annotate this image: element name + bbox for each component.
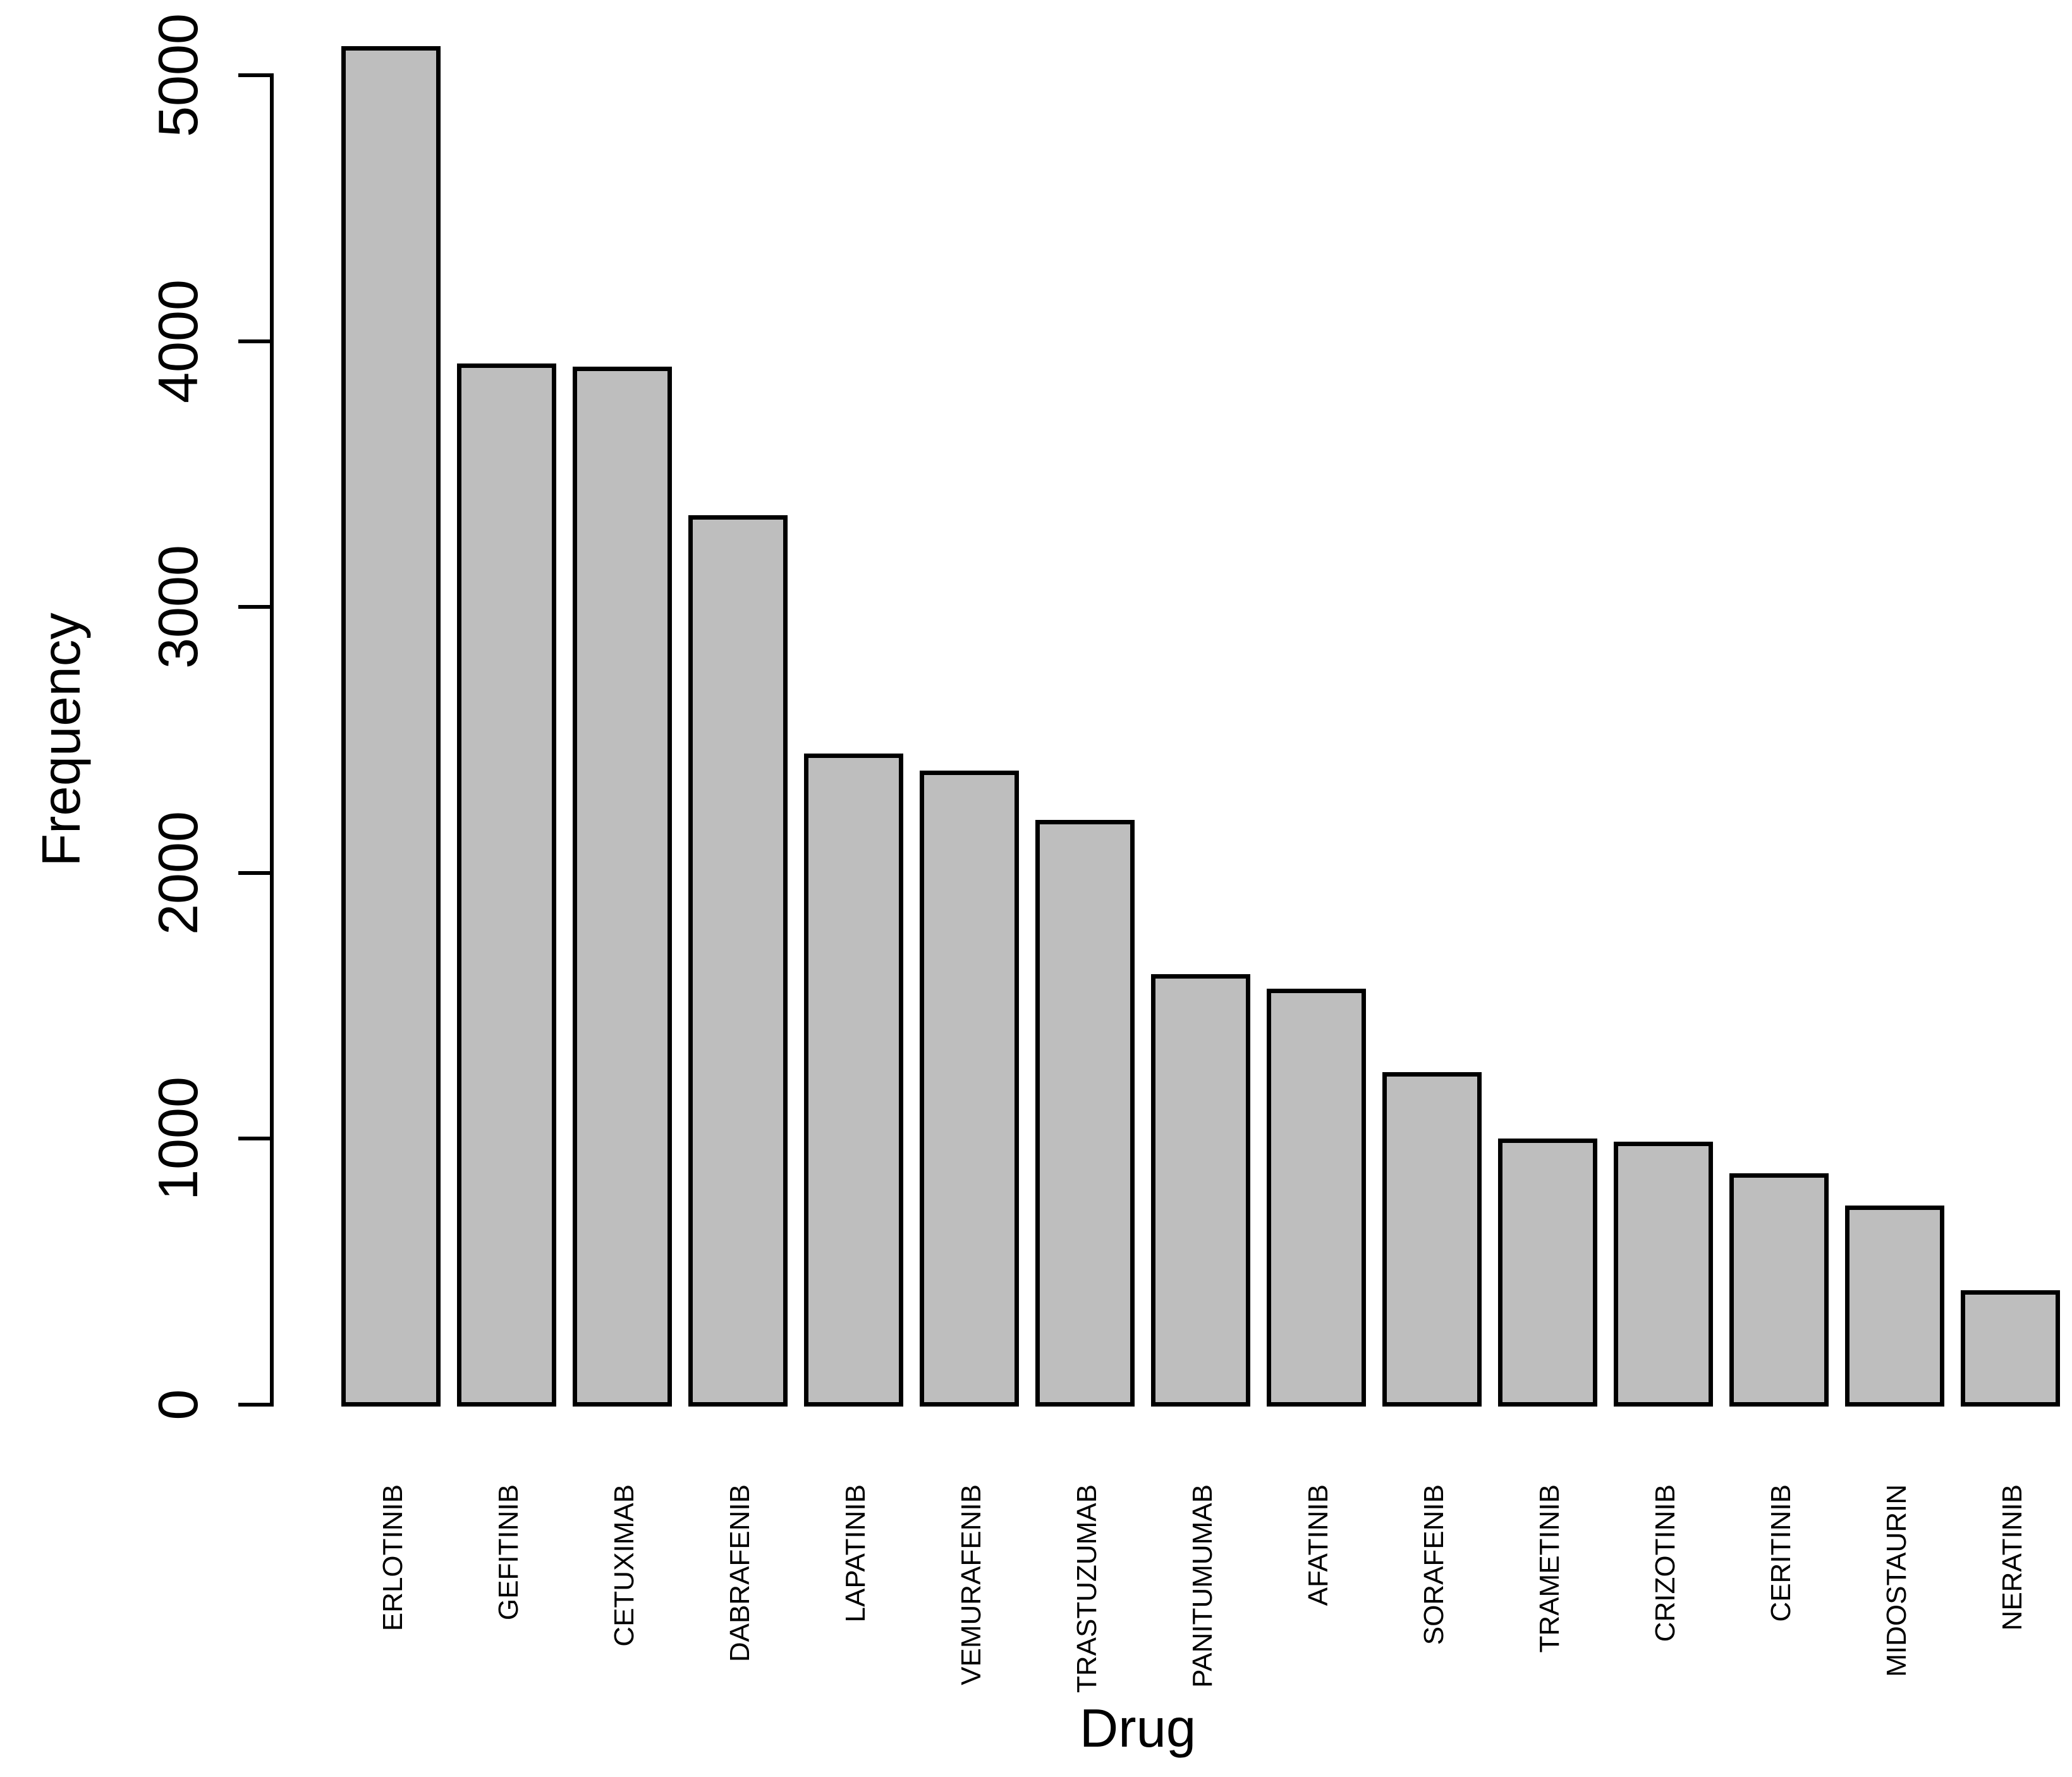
x-category-label: NERATINIB <box>1996 1484 2028 1631</box>
x-category-label: LAPATINIB <box>839 1484 871 1623</box>
bar <box>1614 1142 1713 1407</box>
y-tick <box>238 339 272 343</box>
y-tick-label: 1000 <box>147 1077 209 1200</box>
bar <box>1151 974 1250 1407</box>
x-category-label: VEMURAFENIB <box>955 1484 987 1685</box>
bar <box>1845 1206 1944 1407</box>
bar <box>457 363 556 1407</box>
y-axis-line <box>270 73 274 1407</box>
bar <box>1382 1072 1482 1407</box>
y-tick <box>238 871 272 875</box>
bar <box>341 46 441 1407</box>
x-category-label: CETUXIMAB <box>608 1484 640 1647</box>
bar <box>920 771 1019 1407</box>
y-tick-label: 3000 <box>147 545 209 669</box>
y-tick <box>238 1403 272 1407</box>
bar <box>804 754 903 1407</box>
x-category-label: TRASTUZUMAB <box>1071 1484 1102 1693</box>
x-category-label: PANITUMUMAB <box>1186 1484 1218 1688</box>
x-category-label: TRAMETINIB <box>1533 1484 1565 1653</box>
bar <box>1035 820 1135 1407</box>
bar <box>1267 989 1366 1407</box>
y-tick <box>238 73 272 77</box>
bar <box>1498 1139 1597 1407</box>
x-category-label: MIDOSTAURIN <box>1880 1484 1912 1677</box>
bar <box>688 515 788 1407</box>
bar <box>1729 1173 1829 1407</box>
y-tick <box>238 605 272 609</box>
x-category-label: CERITINIB <box>1765 1484 1796 1622</box>
x-category-label: DABRAFENIB <box>724 1484 755 1663</box>
bar <box>1961 1290 2060 1407</box>
x-axis-title: Drug <box>1079 1699 1197 1759</box>
y-tick-label: 2000 <box>147 811 209 935</box>
x-category-label: SORAFENIB <box>1418 1484 1449 1646</box>
x-category-label: GEFITINIB <box>492 1484 524 1621</box>
y-tick-label: 4000 <box>147 279 209 403</box>
y-axis-title: Frequency <box>32 613 92 867</box>
x-category-label: ERLOTINIB <box>377 1484 408 1632</box>
y-tick-label: 5000 <box>147 13 209 137</box>
y-tick-label: 0 <box>147 1389 209 1420</box>
y-tick <box>238 1137 272 1140</box>
x-category-label: AFATINIB <box>1302 1484 1334 1606</box>
bar <box>573 367 672 1407</box>
x-category-label: CRIZOTINIB <box>1649 1484 1681 1642</box>
